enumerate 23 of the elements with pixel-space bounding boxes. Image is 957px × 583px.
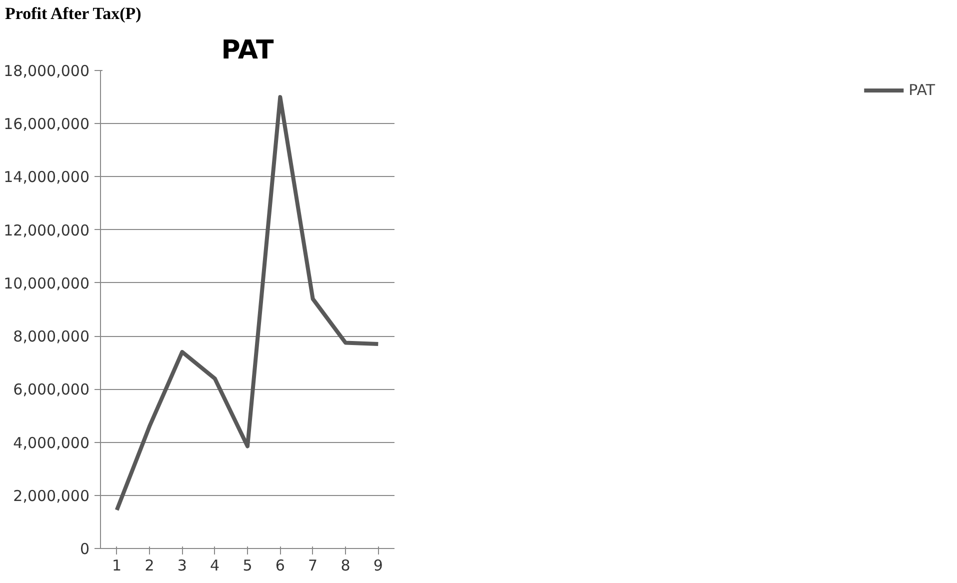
y-tick-label: 6,000,000 <box>13 380 90 399</box>
x-tick-label: 4 <box>210 556 220 574</box>
x-tick-label: 1 <box>112 556 122 574</box>
y-tick-label: 2,000,000 <box>13 486 90 505</box>
y-tick-label: 18,000,000 <box>4 62 90 80</box>
x-tick-label: 9 <box>373 556 383 574</box>
x-tick-label: 7 <box>308 556 318 574</box>
x-tick-label: 2 <box>144 556 154 574</box>
text: Profit After Tax(P) <box>5 4 142 23</box>
x-tick-label: 8 <box>340 556 350 574</box>
line-series <box>114 95 380 512</box>
chart-title: PAT <box>221 36 274 66</box>
legend-label: PAT <box>908 81 935 99</box>
y-tick-label: 0 <box>80 540 90 558</box>
x-tick-label: 5 <box>242 556 252 574</box>
x-tick-label: 3 <box>177 556 187 574</box>
y-tick-label: 10,000,000 <box>4 274 90 292</box>
x-tick-label: 6 <box>275 556 285 574</box>
y-tick-label: 14,000,000 <box>4 168 90 186</box>
y-tick-label: 8,000,000 <box>13 328 90 346</box>
y-tick-label: 4,000,000 <box>13 434 90 452</box>
y-tick-label: 12,000,000 <box>4 221 90 240</box>
y-tick-label: 16,000,000 <box>4 115 90 134</box>
